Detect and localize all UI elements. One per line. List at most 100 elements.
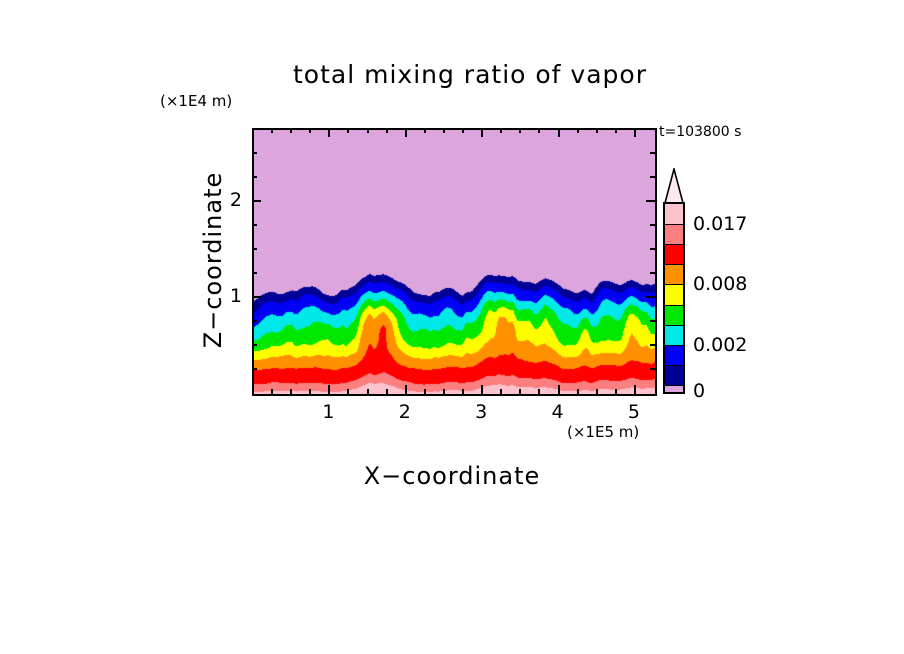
y-minor-tick (252, 176, 257, 178)
x-minor-tick (538, 389, 541, 394)
colorbar-arrow-head (663, 168, 685, 204)
x-minor-tick-top (614, 128, 617, 133)
contour-plot-area (252, 128, 657, 396)
colorbar-band-separator (665, 364, 683, 366)
x-tick-label: 3 (475, 401, 488, 423)
x-minor-tick (595, 389, 598, 394)
y-minor-tick-right (650, 344, 655, 346)
y-minor-tick-right (650, 248, 655, 250)
colorbar-band-separator (665, 284, 683, 286)
x-tick-label: 5 (627, 401, 640, 423)
x-major-tick (404, 385, 407, 394)
y-minor-tick-right (650, 320, 655, 322)
y-tick-label: 1 (229, 285, 242, 307)
colorbar-band-separator (665, 324, 683, 326)
x-minor-tick (271, 389, 274, 394)
x-minor-tick-top (309, 128, 312, 133)
x-minor-tick-top (423, 128, 426, 133)
x-minor-tick (462, 389, 465, 394)
x-minor-tick-top (462, 128, 465, 133)
y-major-tick-right (646, 296, 655, 298)
colorbar-tick-label: 0.002 (693, 333, 748, 356)
x-minor-tick-top (500, 128, 503, 133)
x-minor-tick (519, 389, 522, 394)
colorbar-band (665, 204, 683, 225)
y-major-tick (252, 200, 261, 202)
x-minor-tick (614, 389, 617, 394)
colorbar: 0.017 0.008 0.002 0 (663, 168, 747, 402)
x-minor-tick (366, 389, 369, 394)
x-minor-tick (309, 389, 312, 394)
colorbar-band-separator (665, 385, 683, 386)
time-stamp-annotation: t=103800 s (659, 124, 742, 140)
x-minor-tick (385, 389, 388, 394)
x-minor-tick-top (366, 128, 369, 133)
colorbar-band (665, 284, 683, 305)
x-axis-unit-label: (×1E5 m) (567, 423, 640, 441)
colorbar-bands (663, 202, 685, 394)
y-minor-tick (252, 224, 257, 226)
colorbar-band (665, 385, 683, 392)
x-minor-tick-top (442, 128, 445, 133)
x-minor-tick (347, 389, 350, 394)
page-title: total mixing ratio of vapor (292, 60, 647, 89)
x-tick-label: 1 (322, 401, 335, 423)
colorbar-band-separator (665, 264, 683, 266)
y-major-tick-right (646, 200, 655, 202)
x-minor-tick-top (595, 128, 598, 133)
y-minor-tick (252, 248, 257, 250)
colorbar-band-separator (665, 304, 683, 306)
y-axis-title: Z−coordinate (199, 171, 227, 349)
y-minor-tick (252, 344, 257, 346)
x-major-tick-top (328, 128, 331, 137)
colorbar-tick-label: 0.017 (693, 213, 748, 236)
y-minor-tick (252, 368, 257, 370)
x-minor-tick-top (519, 128, 522, 133)
x-minor-tick (576, 389, 579, 394)
colorbar-band-separator (665, 244, 683, 246)
x-tick-label: 2 (398, 401, 411, 423)
x-major-tick-top (633, 128, 636, 137)
x-minor-tick (290, 389, 293, 394)
x-minor-tick (423, 389, 426, 394)
colorbar-band (665, 364, 683, 385)
x-major-tick (481, 385, 484, 394)
y-minor-tick (252, 272, 257, 274)
y-minor-tick-right (650, 152, 655, 154)
colorbar-tick-label: 0.008 (693, 273, 748, 296)
x-minor-tick (500, 389, 503, 394)
x-major-tick-top (404, 128, 407, 137)
y-minor-tick (252, 152, 257, 154)
x-major-tick (633, 385, 636, 394)
x-minor-tick-top (576, 128, 579, 133)
x-minor-tick-top (538, 128, 541, 133)
y-tick-label: 2 (229, 189, 242, 211)
x-minor-tick-top (347, 128, 350, 133)
colorbar-band (665, 324, 683, 345)
colorbar-band-separator (665, 224, 683, 226)
colorbar-band (665, 244, 683, 265)
y-minor-tick (252, 320, 257, 322)
x-tick-label: 4 (551, 401, 564, 423)
x-major-tick (328, 385, 331, 394)
colorbar-band (665, 344, 683, 365)
x-minor-tick-top (290, 128, 293, 133)
y-minor-tick-right (650, 272, 655, 274)
x-axis-title: X−coordinate (363, 462, 541, 490)
y-minor-tick-right (650, 224, 655, 226)
colorbar-tick-label: 0 (693, 379, 706, 402)
contour-field (254, 130, 655, 394)
x-minor-tick (442, 389, 445, 394)
colorbar-band (665, 224, 683, 245)
colorbar-band (665, 304, 683, 325)
x-major-tick (557, 385, 560, 394)
y-axis-unit-label: (×1E4 m) (160, 92, 233, 110)
colorbar-band-separator (665, 344, 683, 346)
x-minor-tick-top (385, 128, 388, 133)
x-major-tick-top (481, 128, 484, 137)
y-major-tick (252, 296, 261, 298)
y-minor-tick-right (650, 368, 655, 370)
x-minor-tick-top (271, 128, 274, 133)
x-major-tick-top (557, 128, 560, 137)
